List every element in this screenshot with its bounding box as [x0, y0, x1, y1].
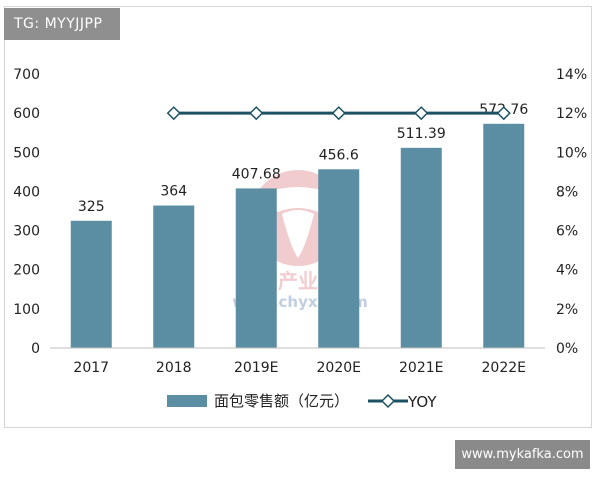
yoy-marker — [496, 106, 511, 121]
yoy-line-series — [166, 106, 511, 121]
left-tick-label: 400 — [13, 184, 40, 200]
tag-label: TG: MYYJJPP — [4, 8, 120, 40]
legend-line-marker — [380, 393, 396, 409]
left-tick-label: 200 — [13, 263, 40, 279]
x-tick-label: 2021E — [399, 360, 443, 376]
x-tick-label: 2020E — [317, 360, 361, 376]
left-tick-label: 500 — [13, 145, 40, 161]
yoy-marker — [331, 106, 346, 121]
bar-2020E — [318, 169, 360, 348]
x-tick-label: 2019E — [234, 360, 278, 376]
x-tick-label: 2018 — [156, 360, 192, 376]
site-url-label: www.mykafka.com — [455, 440, 590, 469]
x-tick-label: 2022E — [482, 360, 526, 376]
left-tick-label: 100 — [13, 302, 40, 318]
bar-data-label: 511.39 — [397, 126, 446, 142]
legend-line-label: YOY — [407, 393, 437, 411]
right-tick-label: 6% — [556, 224, 578, 240]
right-tick-label: 2% — [556, 302, 578, 318]
yoy-marker — [414, 106, 429, 121]
right-tick-label: 14% — [556, 67, 587, 83]
bar-data-label: 407.68 — [232, 166, 281, 182]
right-tick-label: 4% — [556, 263, 578, 279]
bar-2022E — [483, 123, 525, 348]
right-tick-label: 0% — [556, 341, 578, 357]
right-axis: 0% 2% 4% 6% 8% 10% 12% 14% — [556, 67, 587, 357]
x-tick-label: 2017 — [73, 360, 109, 376]
legend: 面包零售额（亿元） YOY — [167, 392, 437, 411]
legend-bar-swatch — [167, 395, 207, 407]
bar-2021E — [400, 147, 442, 348]
bar-data-label: 456.6 — [319, 147, 359, 163]
bar-2017 — [70, 220, 112, 348]
bar-data-label: 325 — [78, 199, 105, 215]
watermark-logo-drop — [282, 210, 314, 258]
left-tick-label: 700 — [13, 67, 40, 83]
left-tick-label: 300 — [13, 224, 40, 240]
bar-2019E — [235, 188, 277, 348]
left-tick-label: 0 — [31, 341, 40, 357]
bar-2018 — [153, 205, 195, 348]
yoy-marker — [249, 106, 264, 121]
yoy-marker — [166, 106, 181, 121]
x-axis: 2017 2018 2019E 2020E 2021E 2022E — [73, 360, 526, 376]
right-tick-label: 8% — [556, 184, 578, 200]
bar-series — [70, 123, 525, 348]
right-tick-label: 12% — [556, 106, 587, 122]
legend-bar-label: 面包零售额（亿元） — [214, 392, 349, 410]
watermark-logo-swoosh — [262, 187, 334, 212]
bar-data-label: 364 — [160, 184, 187, 200]
left-axis: 0 100 200 300 400 500 600 700 — [13, 67, 40, 357]
left-tick-label: 600 — [13, 106, 40, 122]
right-tick-label: 10% — [556, 145, 587, 161]
